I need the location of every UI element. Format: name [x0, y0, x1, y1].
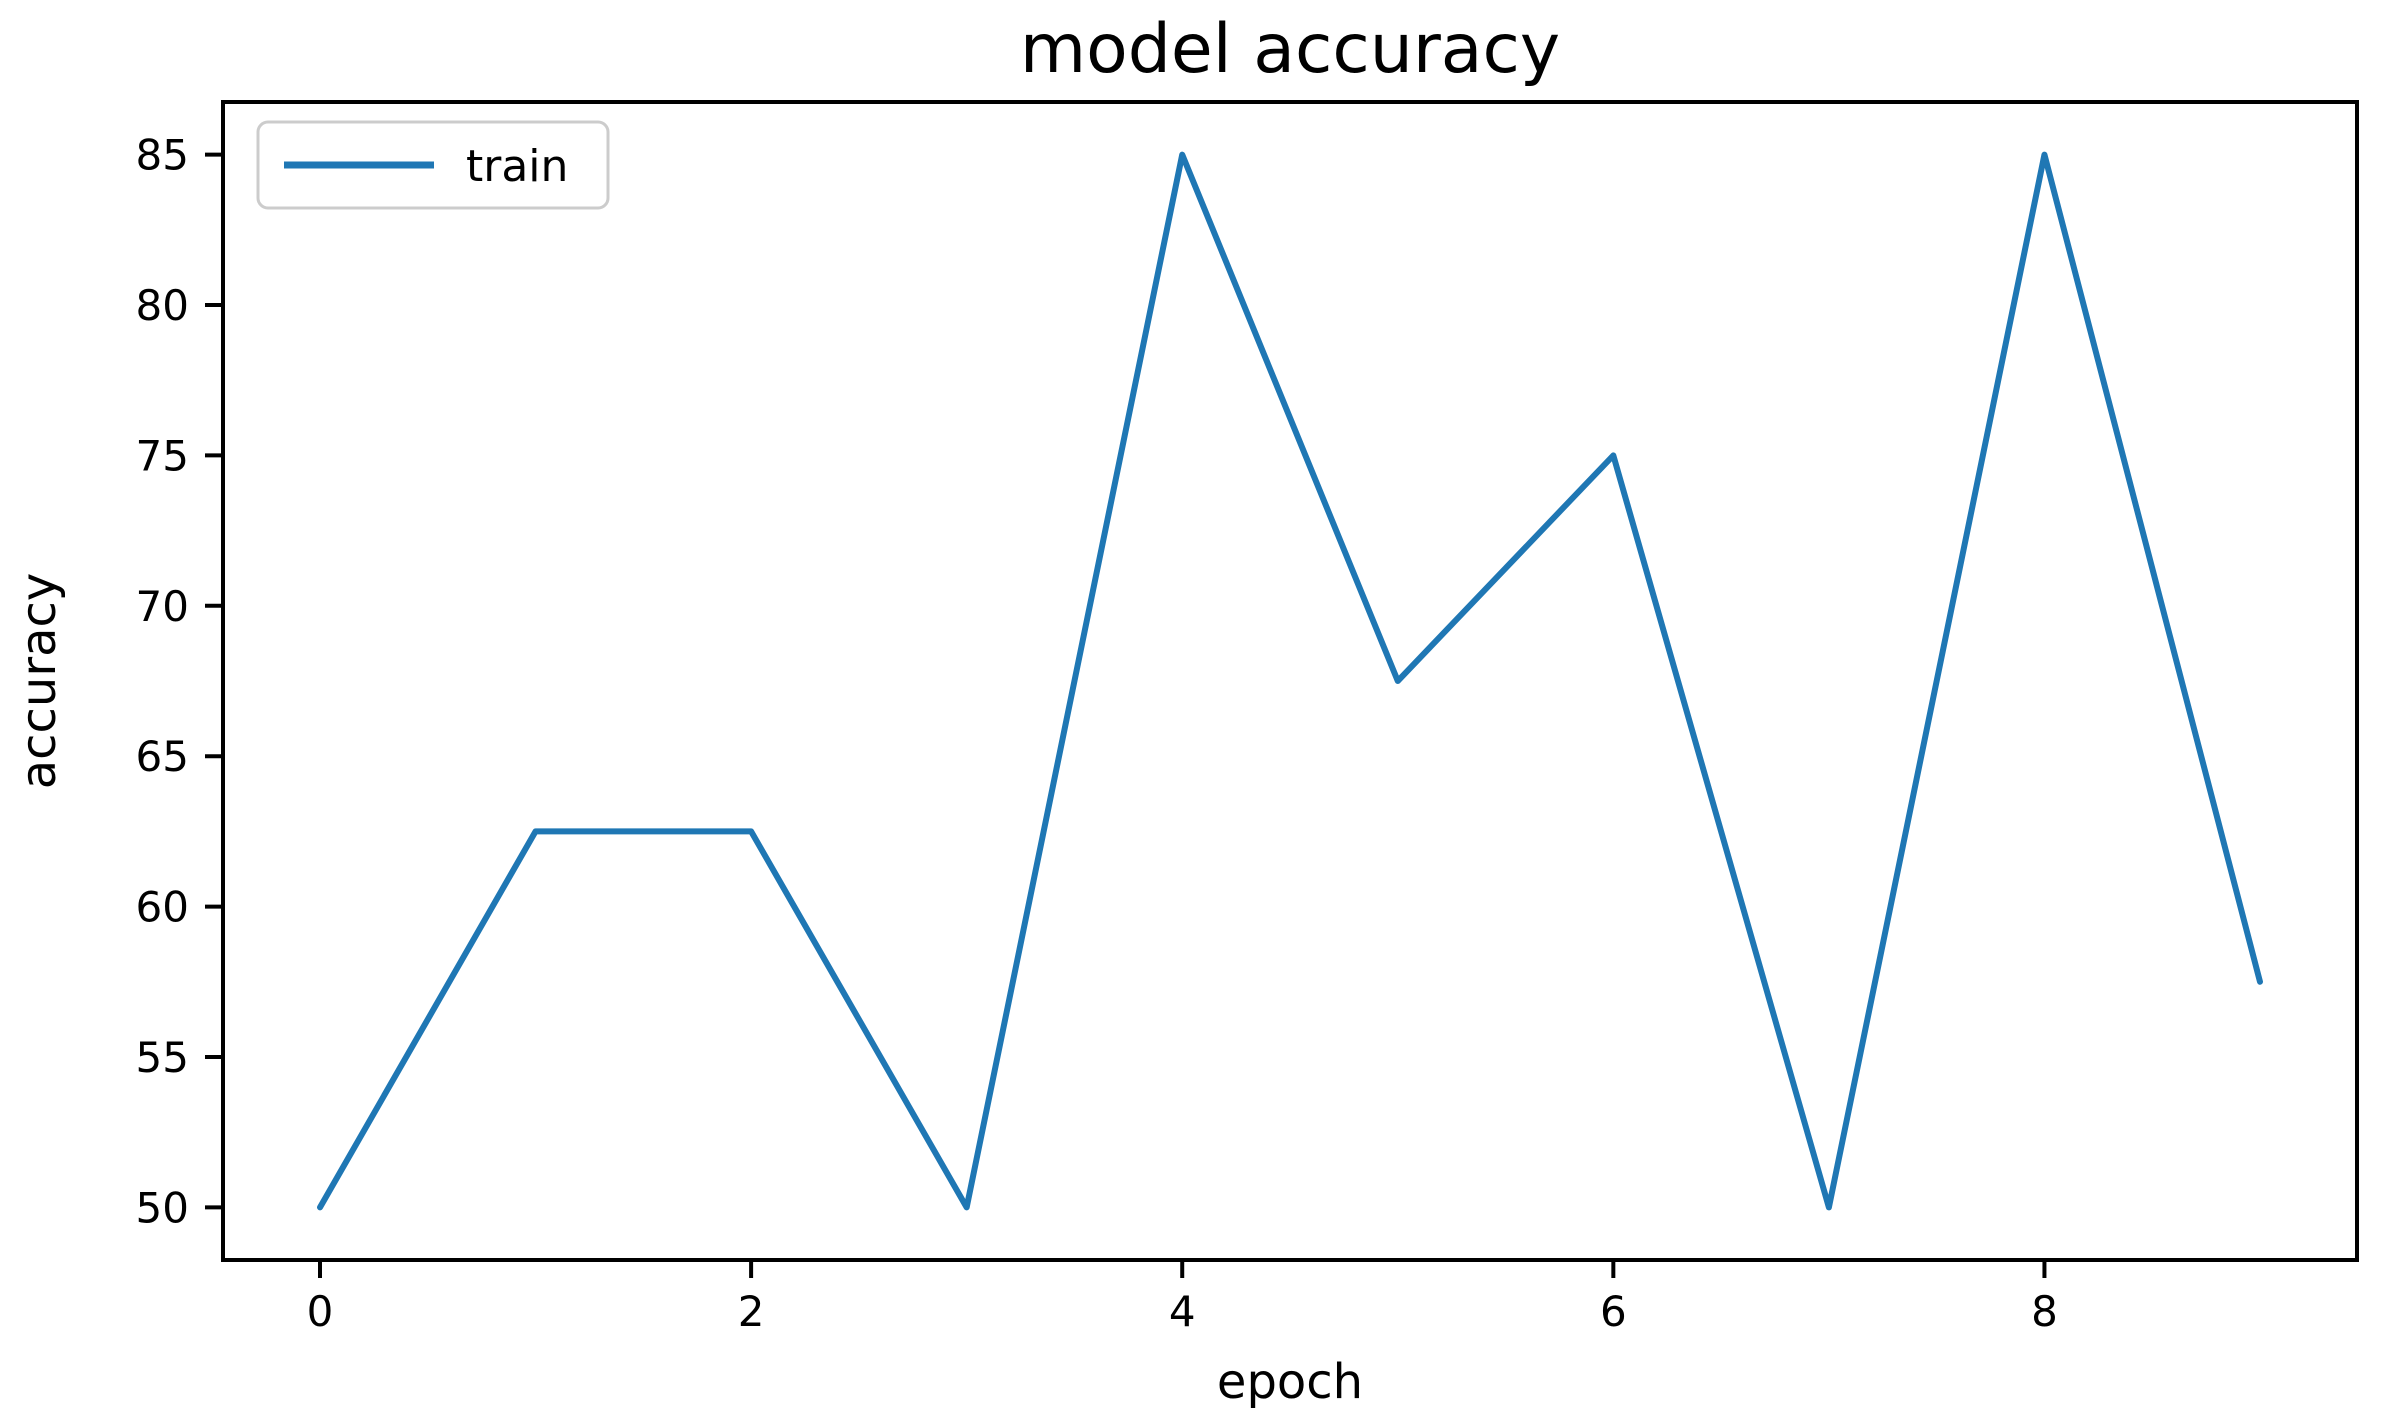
x-axis-label: epoch [1217, 1354, 1363, 1410]
chart-title: model accuracy [1020, 10, 1560, 89]
y-tick-label: 55 [136, 1033, 189, 1082]
x-tick-label: 6 [1600, 1287, 1627, 1336]
x-tick-label: 4 [1169, 1287, 1196, 1336]
train-data-line [317, 151, 2263, 1211]
y-tick-label: 80 [136, 281, 189, 330]
plot-area: 0 2 4 6 8 50 55 60 65 70 75 80 85 [136, 100, 2359, 1336]
y-tick-label: 75 [136, 431, 189, 480]
y-tick-label: 70 [136, 582, 189, 631]
y-tick-label: 65 [136, 732, 189, 781]
x-tick-label: 8 [2031, 1287, 2058, 1336]
x-tick-label: 0 [307, 1287, 334, 1336]
legend-train-label: train [466, 141, 568, 192]
x-tick-label: 2 [738, 1287, 765, 1336]
legend: train [256, 120, 610, 210]
y-tick-label: 50 [136, 1183, 189, 1232]
plot-border [221, 100, 2359, 1262]
y-axis-label: accuracy [11, 573, 67, 790]
y-tick-label: 85 [136, 131, 189, 180]
y-tick-label: 60 [136, 883, 189, 932]
